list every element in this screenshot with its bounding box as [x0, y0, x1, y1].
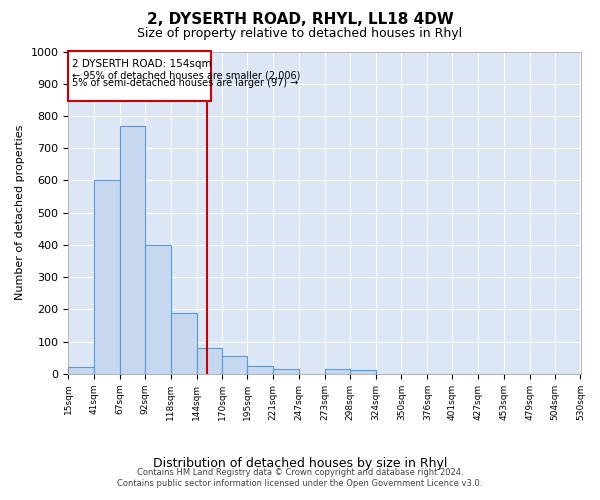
- Bar: [223, 356, 247, 374]
- Bar: [273, 369, 299, 374]
- Bar: [171, 312, 197, 374]
- Text: 2 DYSERTH ROAD: 154sqm: 2 DYSERTH ROAD: 154sqm: [71, 58, 211, 68]
- Bar: [325, 369, 350, 374]
- Text: 5% of semi-detached houses are larger (97) →: 5% of semi-detached houses are larger (9…: [72, 78, 299, 88]
- Bar: [68, 368, 94, 374]
- Bar: [197, 348, 223, 374]
- Bar: [247, 366, 273, 374]
- Bar: [145, 245, 171, 374]
- Text: Distribution of detached houses by size in Rhyl: Distribution of detached houses by size …: [153, 458, 447, 470]
- Text: 2, DYSERTH ROAD, RHYL, LL18 4DW: 2, DYSERTH ROAD, RHYL, LL18 4DW: [146, 12, 454, 28]
- Bar: [94, 180, 120, 374]
- Bar: [68, 52, 211, 102]
- Text: Size of property relative to detached houses in Rhyl: Size of property relative to detached ho…: [137, 28, 463, 40]
- Bar: [350, 370, 376, 374]
- Bar: [120, 126, 145, 374]
- Y-axis label: Number of detached properties: Number of detached properties: [15, 125, 25, 300]
- Text: ← 95% of detached houses are smaller (2,006): ← 95% of detached houses are smaller (2,…: [72, 70, 301, 80]
- Text: Contains HM Land Registry data © Crown copyright and database right 2024.
Contai: Contains HM Land Registry data © Crown c…: [118, 468, 482, 487]
